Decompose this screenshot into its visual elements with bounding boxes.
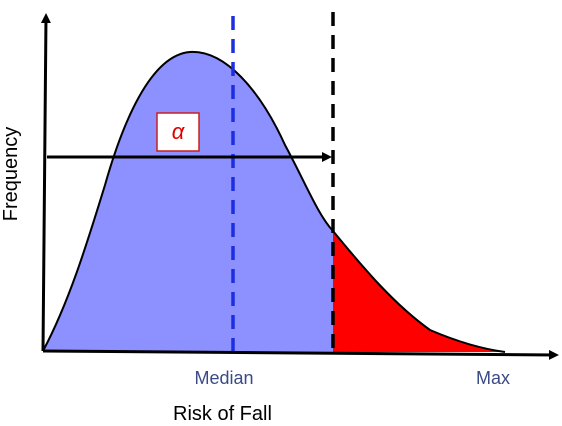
y-axis-label: Frequency <box>0 127 22 222</box>
median-tick-label: Median <box>194 368 253 388</box>
alpha-label: α <box>172 119 186 144</box>
distribution-body-area <box>43 51 333 353</box>
alpha-label-box <box>156 112 200 152</box>
distribution-tail-area <box>333 231 505 352</box>
max-tick-label: Max <box>476 368 510 388</box>
x-axis-label: Risk of Fall <box>173 403 272 425</box>
x-axis <box>42 349 559 360</box>
y-axis <box>40 13 51 352</box>
distribution-curve <box>42 50 506 353</box>
